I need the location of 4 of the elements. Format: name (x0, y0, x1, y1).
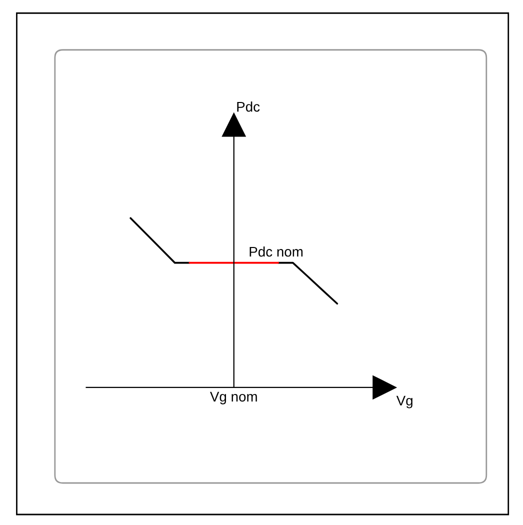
text: Pdc (237, 102, 260, 112)
annotation: Pdc nom (250, 246, 303, 257)
text: Vg nom (210, 392, 257, 404)
text: Vg (396, 396, 412, 408)
